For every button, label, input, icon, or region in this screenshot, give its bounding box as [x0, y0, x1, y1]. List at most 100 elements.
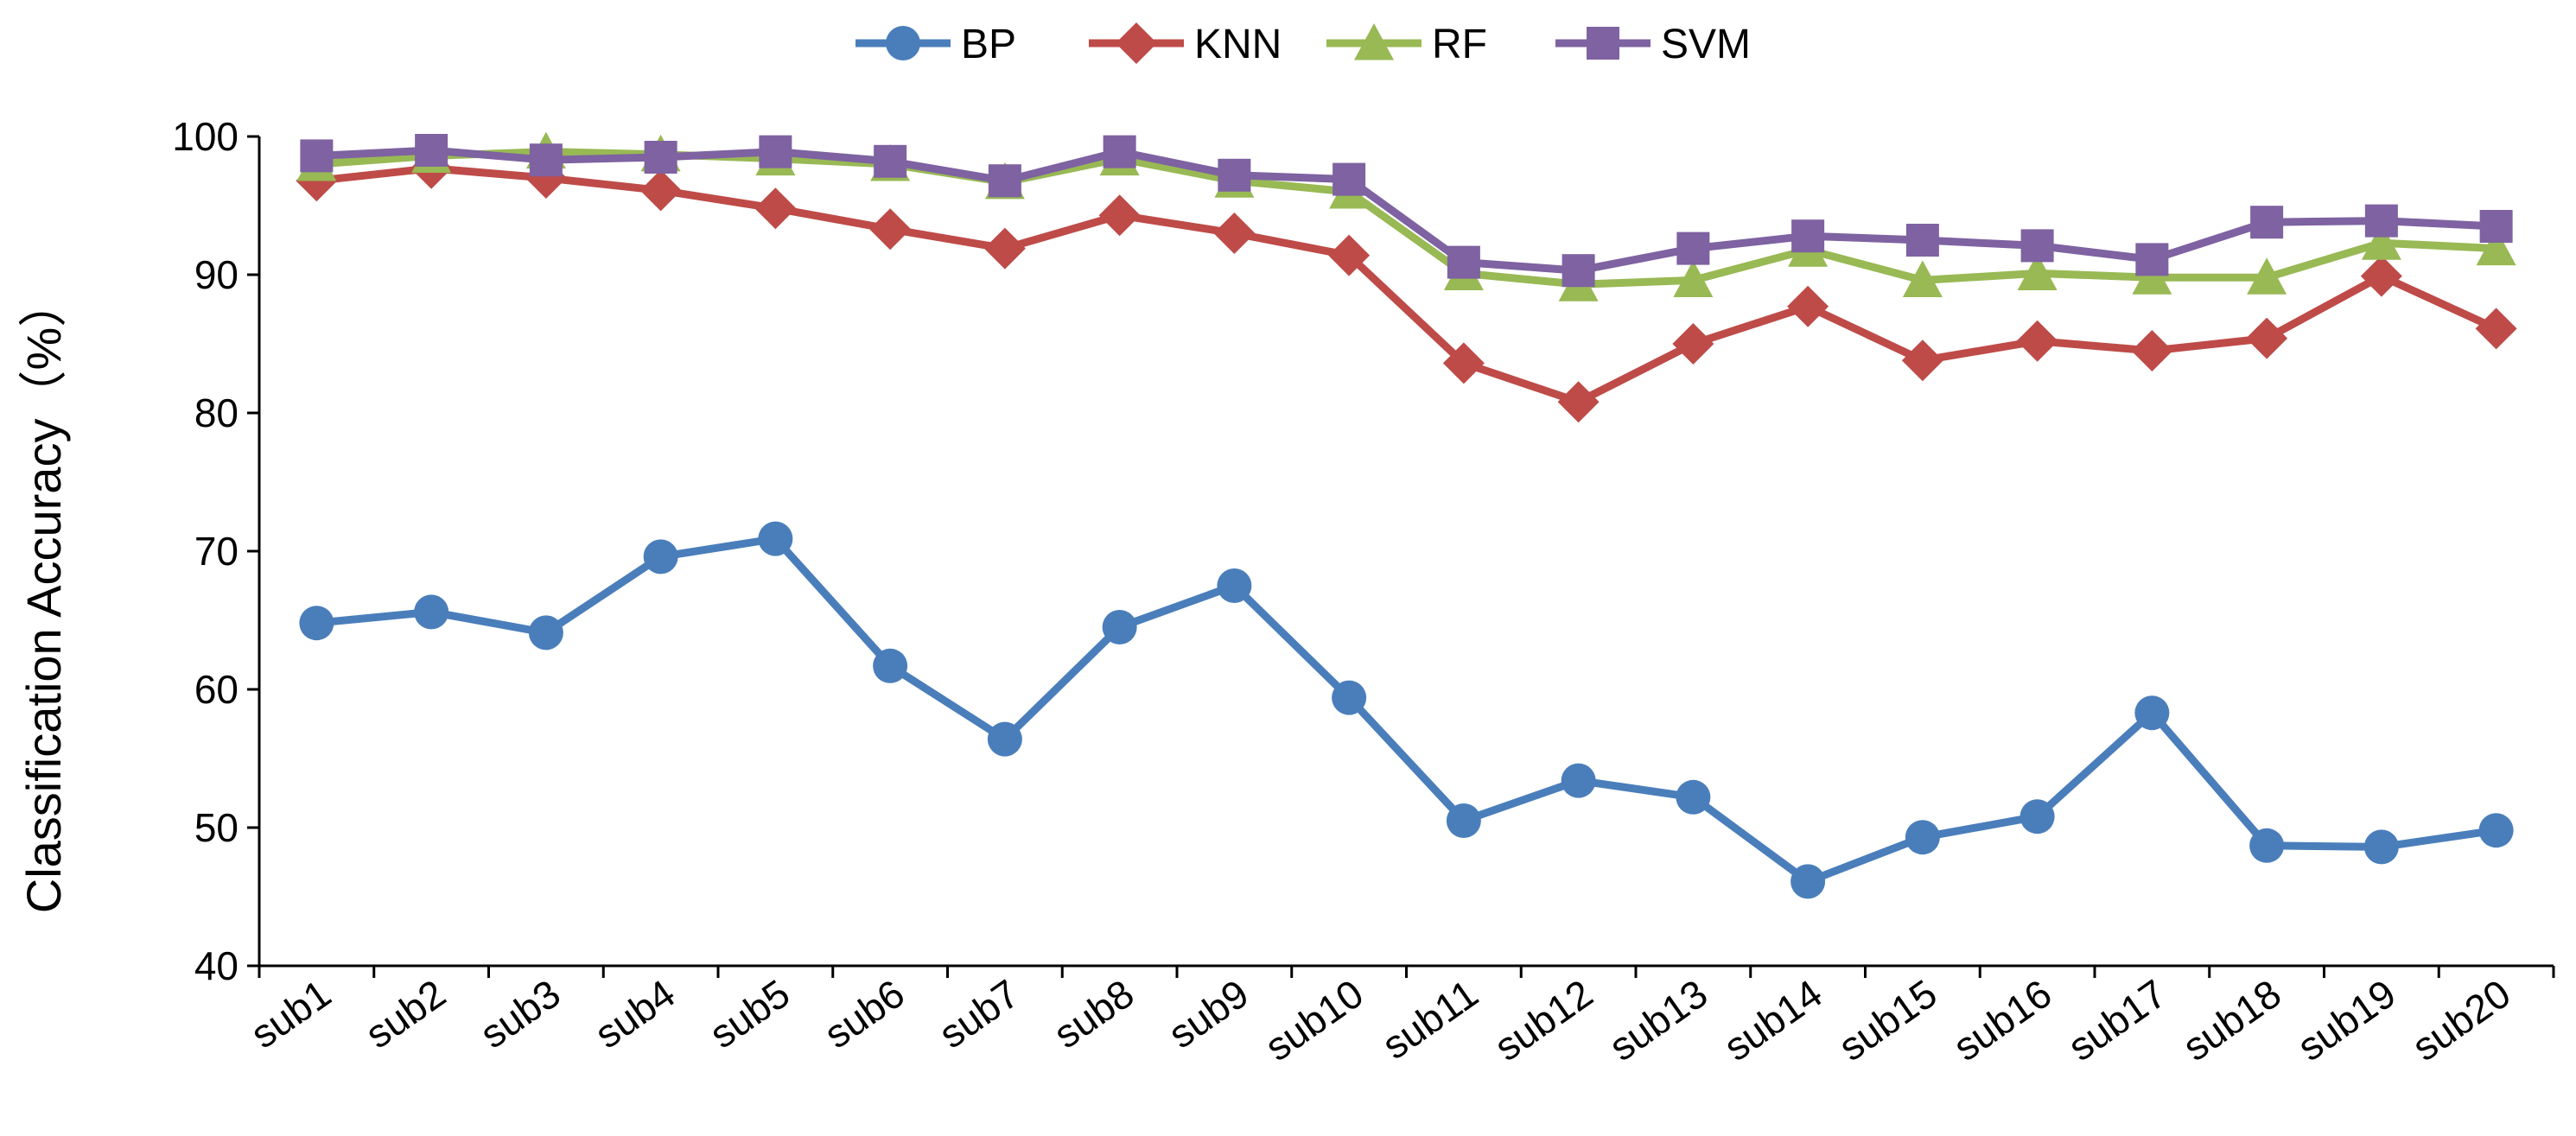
legend-item-rf: RF — [1326, 22, 1487, 67]
data-point-rf — [2247, 257, 2287, 295]
data-point-svm — [1103, 135, 1136, 168]
x-tick-label: sub4 — [587, 971, 684, 1057]
x-tick-label: sub16 — [1945, 971, 2060, 1069]
data-point-svm — [1791, 219, 1825, 253]
y-tick-label: 70 — [194, 529, 239, 574]
x-tick-label: sub9 — [1161, 971, 1257, 1057]
data-point-knn — [1098, 194, 1141, 237]
data-point-svm — [988, 164, 1021, 198]
data-point-knn — [1672, 323, 1714, 365]
data-point-bp — [873, 648, 908, 683]
data-point-svm — [1218, 158, 1251, 192]
data-point-bp — [987, 721, 1022, 757]
data-point-svm — [529, 143, 563, 177]
x-tick-label: sub17 — [2060, 971, 2175, 1069]
y-tick-label: 40 — [194, 943, 239, 988]
data-point-bp — [1561, 763, 1596, 798]
legend-marker — [1116, 22, 1157, 64]
data-point-svm — [759, 135, 792, 168]
series-bp — [299, 521, 2514, 899]
series-line-svm — [316, 146, 2496, 275]
data-point-bp — [1332, 680, 1367, 715]
series-line-knn — [315, 164, 2498, 406]
series-layer — [296, 131, 2517, 899]
data-point-svm — [2250, 206, 2284, 239]
x-tick-label: sub20 — [2404, 971, 2519, 1069]
x-tick-label: sub6 — [816, 971, 913, 1057]
data-point-knn — [1213, 213, 1256, 254]
legend-label: RF — [1432, 22, 1487, 67]
legend-label: KNN — [1194, 22, 1282, 67]
x-tick-label: sub2 — [357, 971, 454, 1057]
data-point-knn — [2131, 330, 2173, 371]
x-tick-label: sub3 — [472, 971, 569, 1057]
data-point-bp — [528, 615, 563, 651]
x-tick-label: sub18 — [2174, 971, 2289, 1069]
legend-item-knn: KNN — [1089, 22, 1282, 67]
data-point-bp — [1676, 779, 1711, 815]
data-point-svm — [2479, 210, 2513, 243]
data-point-svm — [2020, 229, 2054, 263]
legend-label: SVM — [1661, 22, 1751, 67]
series-line-bp — [315, 535, 2497, 885]
data-point-svm — [1676, 232, 1710, 265]
y-axis-title: Classification Accuracy（%） — [16, 279, 71, 913]
data-point-knn — [869, 208, 912, 251]
data-point-rf — [2361, 223, 2401, 260]
series-svm — [300, 134, 2513, 288]
data-point-svm — [644, 141, 677, 174]
legend-marker — [886, 26, 920, 60]
data-point-bp — [758, 521, 793, 556]
data-point-bp — [2363, 829, 2399, 865]
data-point-rf — [1673, 260, 1714, 297]
data-point-knn — [2475, 308, 2517, 350]
data-point-svm — [1333, 162, 1366, 196]
data-point-bp — [1905, 820, 1940, 855]
x-tick-label: sub8 — [1046, 971, 1142, 1057]
legend-item-bp: BP — [855, 22, 1016, 67]
data-point-knn — [1787, 285, 1829, 327]
x-tick-label: sub12 — [1486, 971, 1601, 1069]
data-point-svm — [874, 144, 907, 178]
data-point-svm — [300, 139, 334, 173]
data-point-knn — [754, 187, 797, 230]
data-point-bp — [1790, 864, 1826, 899]
data-point-knn — [639, 169, 682, 212]
data-point-knn — [2246, 317, 2288, 359]
legend-item-svm: SVM — [1555, 22, 1751, 67]
data-point-svm — [415, 134, 448, 167]
data-point-bp — [414, 594, 449, 630]
data-point-bp — [2019, 799, 2055, 835]
legend-label: BP — [961, 22, 1016, 67]
legend-marker — [1587, 27, 1619, 60]
x-tick-label: sub19 — [2289, 971, 2404, 1069]
legend-marker — [1354, 23, 1394, 60]
data-point-bp — [1217, 568, 1252, 603]
y-tick-label: 60 — [194, 667, 239, 712]
data-point-knn — [1901, 340, 1943, 382]
x-tick-label: sub13 — [1601, 971, 1716, 1069]
data-point-bp — [643, 539, 678, 574]
data-point-knn — [983, 227, 1026, 270]
y-tick-label: 80 — [194, 390, 239, 435]
data-point-bp — [299, 606, 334, 641]
x-tick-label: sub10 — [1256, 971, 1371, 1069]
y-tick-label: 100 — [172, 114, 239, 159]
data-point-knn — [2360, 255, 2402, 297]
data-point-svm — [1447, 245, 1480, 279]
data-point-knn — [1328, 234, 1371, 276]
legend: BP KNN RF SVM — [855, 22, 1751, 67]
y-tick-label: 90 — [194, 252, 239, 297]
data-point-bp — [1102, 610, 1137, 644]
data-point-knn — [2016, 320, 2058, 362]
x-tick-label: sub11 — [1374, 971, 1486, 1069]
data-point-rf — [2476, 228, 2516, 266]
data-point-svm — [2364, 204, 2398, 238]
y-tick-label: 50 — [194, 805, 239, 850]
data-point-bp — [2478, 813, 2514, 848]
data-point-rf — [1902, 260, 1943, 297]
x-tick-label: sub7 — [931, 971, 1027, 1057]
data-point-knn — [1442, 342, 1485, 384]
data-point-rf — [2017, 253, 2058, 290]
